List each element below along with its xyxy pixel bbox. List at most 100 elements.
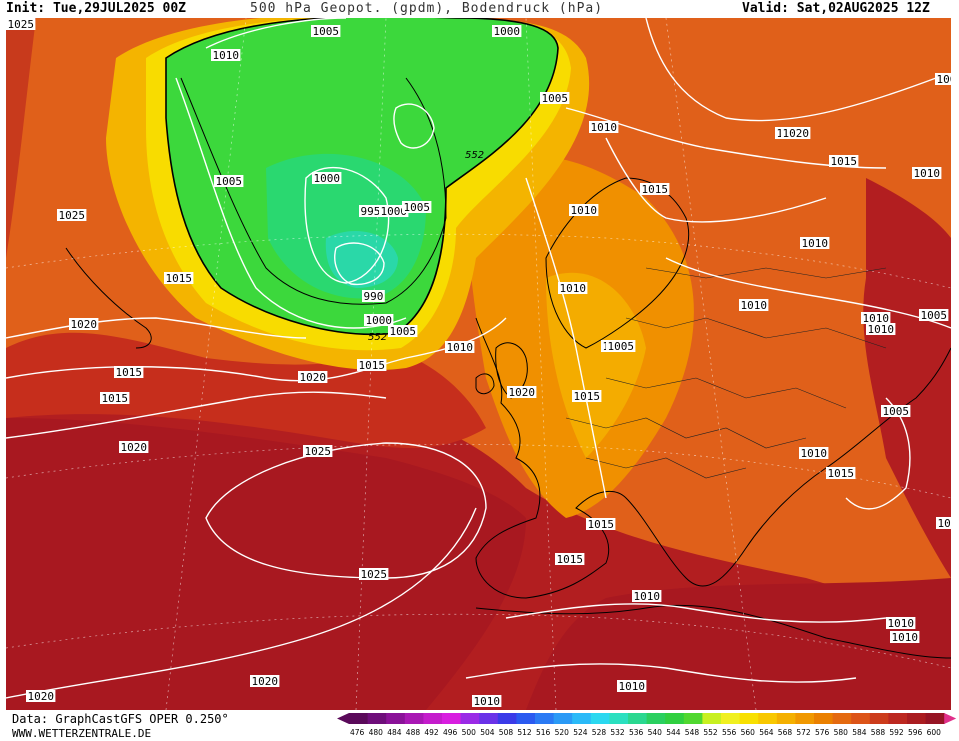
init-time-label: Init: Tue,29JUL2025 00Z [6,1,187,16]
isobar-label-box [119,441,149,453]
chart-title: 500 hPa Geopot. (gpdm), Bodendruck (hPa) [250,1,604,16]
legend-swatch [460,713,480,724]
isobar-label-text: 1010 [802,237,829,250]
legend-level-label: 476 [350,728,365,737]
isobar-label: 1010 [589,121,619,134]
isobar-label-text: 1020 [783,127,810,140]
isobar-label: 1010 [472,695,502,708]
legend-swatch [832,713,852,724]
isobar-label-box [781,127,811,139]
legend-swatch [572,713,592,724]
isobar-label: 1020 [507,386,537,399]
isobar-label-text: 1025 [305,445,332,458]
isobar-label-text: 1020 [28,690,55,703]
isobar-label-text: 1010 [213,49,240,62]
isobar-label: 1015 [164,272,194,285]
isobar-label-text: 1000 [494,25,521,38]
isobar-label-box [606,340,636,352]
legend-swatch [367,713,387,724]
isobar-label-box [311,25,341,37]
isobar-label-text: 1020 [71,318,98,331]
legend-level-label: 500 [462,728,477,737]
legend-level-label: 508 [499,728,514,737]
isobar-label-box [57,209,87,221]
isobar-label-text: 1010 [868,323,895,336]
weather-map: 1005100010101005101010201005100099510001… [6,18,951,710]
field-nw-band [6,18,36,258]
isobar-label-text: 1010 [741,299,768,312]
isobar-label: 100 [935,73,951,86]
isobar-label-text: 100 [937,73,952,86]
legend-swatch [814,713,834,724]
isobar-label-box [69,318,99,330]
isobar-label: 1005 [214,175,244,188]
isobar-label-box [829,155,859,167]
isobar-label-text: 1005 [390,325,417,338]
isobar-label-text: 1020 [252,675,279,688]
isobar-label-box [881,405,911,417]
coast-north-africa [475,604,951,659]
legend-swatch [739,713,759,724]
isobar-label-text: 1010 [571,204,598,217]
legend-swatch [553,713,573,724]
legend-swatch [851,713,871,724]
legend-swatch [349,713,369,724]
legend-level-label: 520 [555,728,570,737]
legend-level-label: 504 [480,728,495,737]
isobar-label-text: 1015 [557,553,584,566]
contour-552-label: 552 [465,150,484,161]
isobar-label: 1005 [388,325,418,338]
grid-lon-c [525,18,557,710]
isobar-label-box [214,175,244,187]
isobar-label-box [492,25,522,37]
legend-swatch [497,713,517,724]
isobar-label: 1020 [119,441,149,454]
legend-level-label: 480 [369,728,384,737]
legend-swatches [337,713,957,724]
isobar-label-box [100,392,130,404]
legend-level-label: 592 [889,728,904,737]
isobar-label: 1000 [492,25,522,38]
isobar-label: 1000 [379,205,409,218]
isobar-label: 1015 [114,366,144,379]
border-line-d [625,317,887,349]
legend-swatch [925,713,945,724]
isobar-label-box [555,553,585,565]
isobar-label-box [739,299,769,311]
footer-bar: Data: GraphCastGFS OPER 0.250° WWW.WETTE… [0,710,959,741]
isobar-label-text: 1010 [474,695,501,708]
field-ridge-east [863,178,951,578]
isobar-label: 1005 [402,201,432,214]
isobar-l [645,18,937,122]
isobar-label-text: 1000 [381,205,408,218]
legend-swatch [404,713,424,724]
isobar-label: 1020 [298,371,328,384]
isobar-label-box [799,447,829,459]
isobar-label: 1010 [799,447,829,460]
coast-canada [65,247,152,349]
isobar-d [334,242,385,286]
isobar-label-box [250,675,280,687]
isobar-label: 1000 [312,172,342,185]
field-ridge-africa [526,578,951,710]
isobar-label-box [362,290,385,302]
grid-lon-a [165,18,247,710]
isobar-label-text: 1015 [642,183,669,196]
isobar-label: 1010 [886,617,916,630]
isobar-label-box [866,323,896,335]
legend-swatch [888,713,908,724]
isobar-label-text: 1010 [634,590,661,603]
isobar-label-text: 1000 [314,172,341,185]
isobar-label: 1010 [890,631,920,644]
isobar-label-text: 1005 [404,201,431,214]
isobar-label: 1005 [540,92,570,105]
isobar-label: 1015 [640,183,670,196]
isobar-label-text: 1010 [619,680,646,693]
coast-greenland [180,77,447,305]
isobar-label: 1015 [572,390,602,403]
border-line-e [645,267,887,279]
legend-swatch [386,713,406,724]
isobar-label-box [211,49,241,61]
isobar-label-text: 1020 [121,441,148,454]
isobar-labels: 1005100010101005101010201005100099510001… [6,18,951,708]
